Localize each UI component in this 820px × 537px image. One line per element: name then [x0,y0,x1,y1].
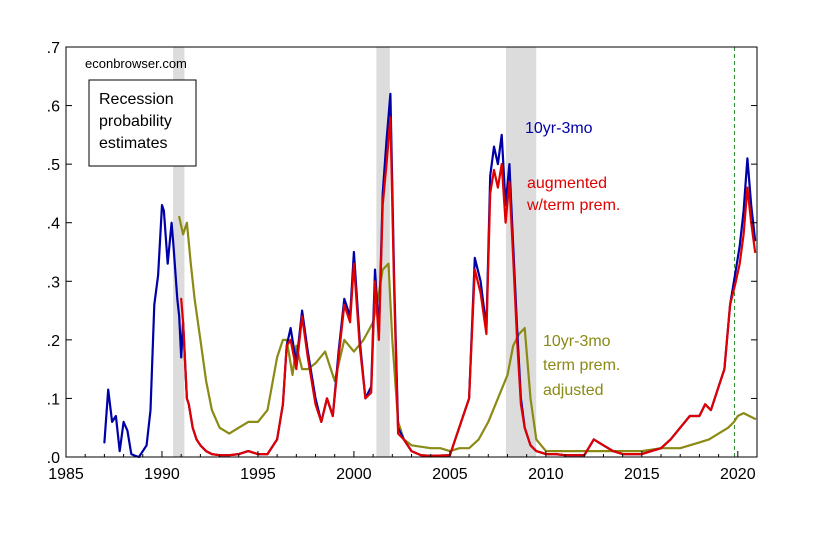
x-tick-label-1990: 1990 [144,466,180,483]
series-label-10yr-3mo-line-1: 10yr-3mo [525,120,593,137]
series-line-2 [180,116,757,457]
y-tick-label-1: .1 [47,391,60,408]
recession-band-2 [376,47,390,457]
series-label-augmented-line-2: w/term prem. [526,197,620,214]
series-label-adjusted-line-1: 10yr-3mo [543,333,611,350]
x-tick-label-2000: 2000 [336,466,372,483]
y-tick-label-7: .7 [47,40,60,57]
legend-box-line-2: probability [99,113,172,130]
axes-group: 1985 1990 1995 2000 2005 2010 2015 2020 .0 .1 .2 .3… [47,40,758,483]
x-tick-label-2020: 2020 [720,466,756,483]
x-tick-label-1995: 1995 [240,466,276,483]
series-line-3 [178,215,757,453]
series-label-adjusted-line-2: term prem. [543,357,620,374]
legend-box: Recession probability estimates [88,79,197,167]
series-label-augmented-line-1: augmented [527,175,607,192]
y-tick-label-5: .5 [47,157,60,174]
y-tick-label-6: .6 [47,99,60,116]
legend-box-frame [88,79,197,167]
x-tick-label-2005: 2005 [432,466,468,483]
y-tick-label-0: .0 [47,450,60,467]
y-tick-label-2: .2 [47,333,60,350]
legend-box-line-3: estimates [99,135,167,152]
legend-box-line-1: Recession [99,91,174,108]
recession-band-1 [173,47,185,457]
y-tick-label-3: .3 [47,274,60,291]
series-group [103,92,757,459]
x-tick-label-2010: 2010 [528,466,564,483]
x-tick-label-2015: 2015 [624,466,660,483]
series-labels-group: 10yr-3mo augmented w/term prem. 10yr-3mo… [525,120,620,399]
watermark: econbrowser.com [85,56,187,71]
series-label-adjusted-line-3: adjusted [543,382,604,399]
x-tick-label-1985: 1985 [48,466,84,483]
y-tick-label-4: .4 [47,216,60,233]
